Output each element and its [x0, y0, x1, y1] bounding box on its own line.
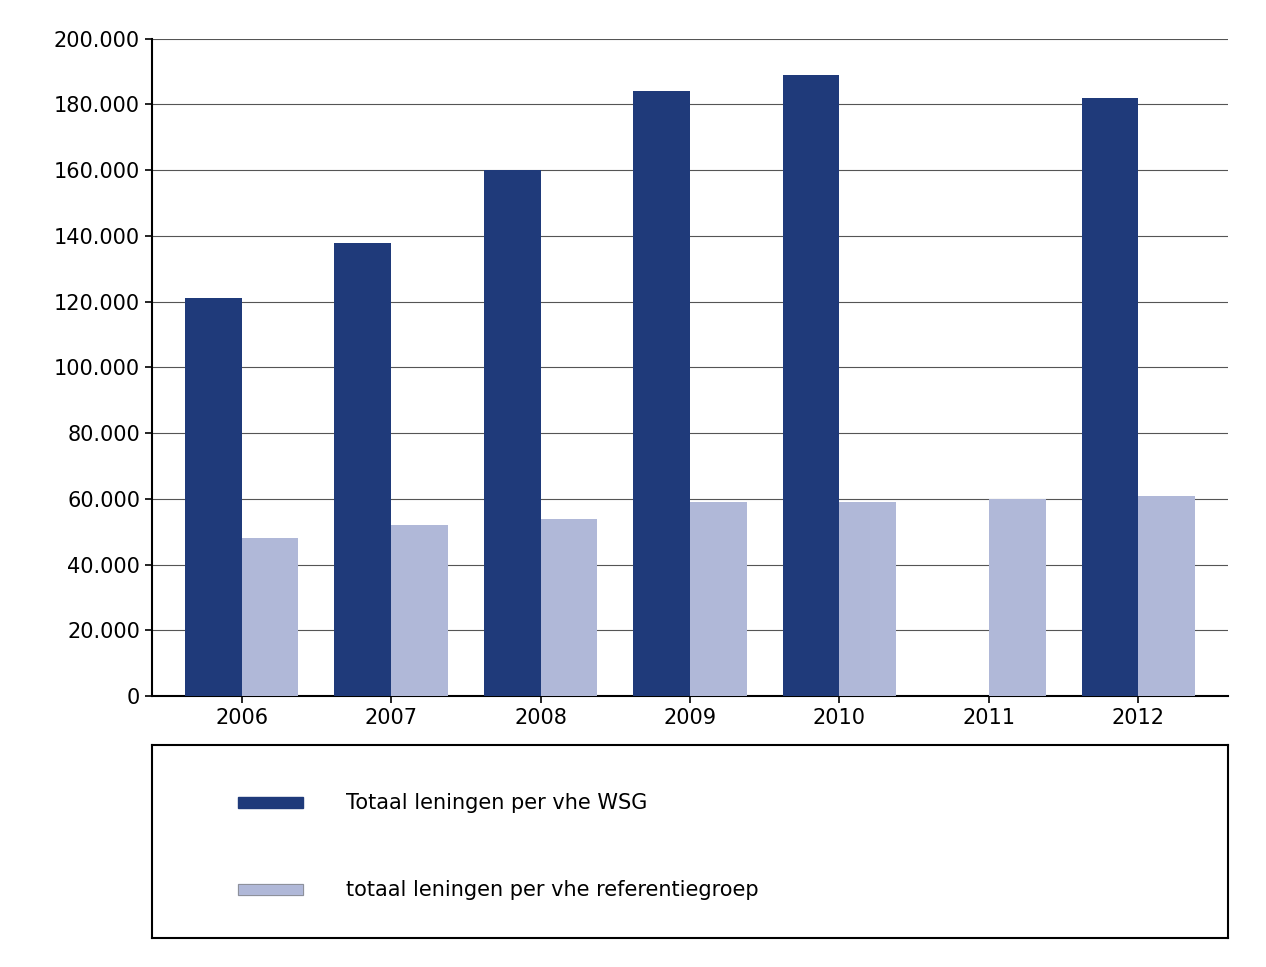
Bar [690, 502, 747, 696]
Bar [391, 525, 448, 696]
Text: totaal leningen per vhe referentiegroep: totaal leningen per vhe referentiegroep [346, 880, 758, 899]
FancyBboxPatch shape [238, 797, 303, 808]
Bar [1138, 496, 1195, 696]
Bar [334, 243, 391, 696]
Bar [242, 539, 299, 696]
Bar [839, 502, 896, 696]
Text: Totaal leningen per vhe WSG: Totaal leningen per vhe WSG [346, 793, 647, 812]
Bar [185, 299, 242, 696]
Bar [1081, 98, 1138, 696]
FancyBboxPatch shape [238, 884, 303, 895]
Bar [782, 74, 839, 696]
Bar [541, 518, 598, 696]
Bar [989, 499, 1046, 696]
Bar [633, 91, 690, 696]
Bar [484, 170, 541, 696]
